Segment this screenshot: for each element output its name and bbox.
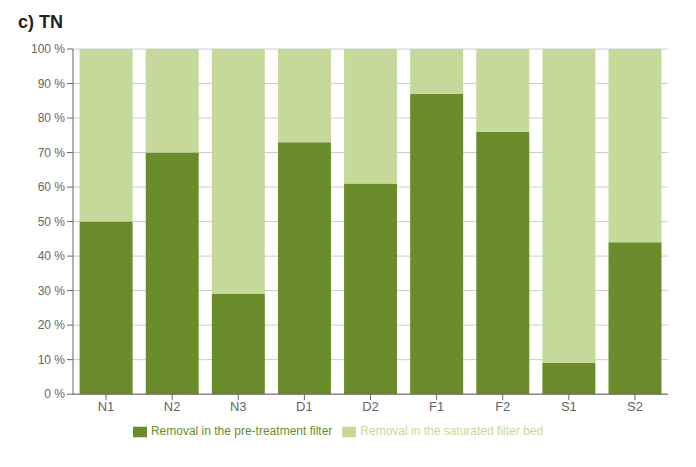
svg-text:S1: S1 <box>561 399 577 414</box>
svg-text:D1: D1 <box>296 399 313 414</box>
svg-text:0 %: 0 % <box>44 387 65 401</box>
svg-text:50 %: 50 % <box>38 215 66 229</box>
svg-text:10 %: 10 % <box>38 353 66 367</box>
svg-text:30 %: 30 % <box>38 284 66 298</box>
html-text:c) TN: c) TN <box>18 12 63 32</box>
svg-text:60 %: 60 % <box>38 180 66 194</box>
svg-text:F2: F2 <box>495 399 510 414</box>
svg-text:80 %: 80 % <box>38 111 66 125</box>
svg-text:N3: N3 <box>230 399 247 414</box>
svg-text:70 %: 70 % <box>38 146 66 160</box>
svg-text:F1: F1 <box>429 399 444 414</box>
html-text:Removal in the saturated filte: Removal in the saturated filter bed <box>360 424 544 439</box>
svg-text:20 %: 20 % <box>38 318 66 332</box>
html-text:Removal in the pre-treatment f: Removal in the pre-treatment filter <box>150 424 333 439</box>
svg-text:N2: N2 <box>164 399 181 414</box>
svg-text:40 %: 40 % <box>38 249 66 263</box>
svg-text:100 %: 100 % <box>31 42 65 56</box>
svg-text:D2: D2 <box>362 399 379 414</box>
svg-text:N1: N1 <box>98 399 115 414</box>
svg-text:90 %: 90 % <box>38 77 66 91</box>
svg-text:S2: S2 <box>627 399 643 414</box>
